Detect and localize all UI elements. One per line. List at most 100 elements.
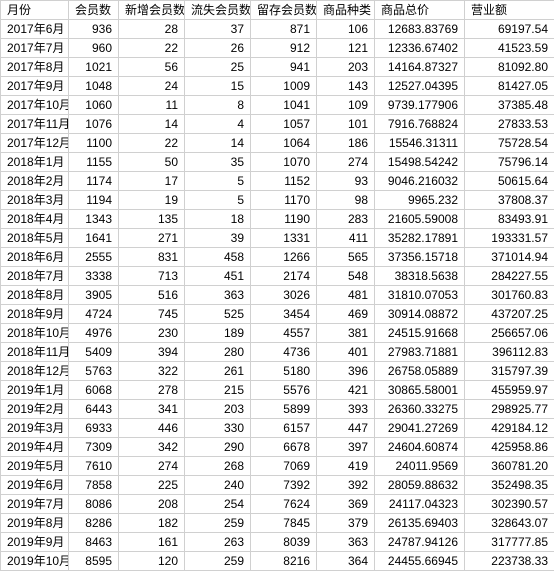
table-cell: 261	[185, 362, 251, 381]
table-cell: 37	[185, 20, 251, 39]
table-row: 2019年7月8086208254762436924117.0432330239…	[1, 495, 554, 514]
table-cell: 2018年8月	[1, 286, 69, 305]
table-cell: 37808.37	[465, 191, 554, 210]
table-cell: 4736	[251, 343, 317, 362]
table-cell: 2018年3月	[1, 191, 69, 210]
table-cell: 259	[185, 514, 251, 533]
table-row: 2019年2月6443341203589939326360.3327529892…	[1, 400, 554, 419]
table-cell: 27983.71881	[375, 343, 465, 362]
table-cell: 37385.48	[465, 96, 554, 115]
col-product-types: 商品种类	[317, 1, 375, 20]
table-cell: 215	[185, 381, 251, 400]
table-cell: 8216	[251, 552, 317, 571]
table-cell: 98	[317, 191, 375, 210]
table-cell: 371014.94	[465, 248, 554, 267]
col-retained-members: 留存会员数	[251, 1, 317, 20]
table-cell: 2018年4月	[1, 210, 69, 229]
table-cell: 2018年2月	[1, 172, 69, 191]
table-cell: 1041	[251, 96, 317, 115]
table-cell: 6068	[69, 381, 119, 400]
table-cell: 56	[119, 58, 185, 77]
table-cell: 2019年4月	[1, 438, 69, 457]
table-cell: 298925.77	[465, 400, 554, 419]
table-cell: 451	[185, 267, 251, 286]
table-row: 2018年8月3905516363302648131810.0705330176…	[1, 286, 554, 305]
table-cell: 1174	[69, 172, 119, 191]
table-cell: 30865.58001	[375, 381, 465, 400]
table-row: 2018年10月4976230189455738124515.916682566…	[1, 324, 554, 343]
table-cell: 1194	[69, 191, 119, 210]
table-cell: 2174	[251, 267, 317, 286]
table-cell: 1190	[251, 210, 317, 229]
table-row: 2018年4月134313518119028321605.5900883493.…	[1, 210, 554, 229]
table-row: 2019年3月6933446330615744729041.2726942918…	[1, 419, 554, 438]
table-cell: 5180	[251, 362, 317, 381]
table-cell: 29041.27269	[375, 419, 465, 438]
table-cell: 1048	[69, 77, 119, 96]
table-cell: 363	[317, 533, 375, 552]
table-cell: 360781.20	[465, 457, 554, 476]
table-cell: 3454	[251, 305, 317, 324]
table-cell: 5576	[251, 381, 317, 400]
table-cell: 208	[119, 495, 185, 514]
table-cell: 5763	[69, 362, 119, 381]
table-cell: 12336.67402	[375, 39, 465, 58]
table-cell: 369	[317, 495, 375, 514]
table-cell: 30914.08872	[375, 305, 465, 324]
table-cell: 1155	[69, 153, 119, 172]
table-cell: 24604.60874	[375, 438, 465, 457]
table-cell: 12527.04395	[375, 77, 465, 96]
table-cell: 2018年1月	[1, 153, 69, 172]
table-cell: 2018年6月	[1, 248, 69, 267]
table-cell: 396112.83	[465, 343, 554, 362]
col-members: 会员数	[69, 1, 119, 20]
table-cell: 2555	[69, 248, 119, 267]
table-cell: 342	[119, 438, 185, 457]
table-cell: 393	[317, 400, 375, 419]
table-row: 2019年10月8595120259821636424455.669452237…	[1, 552, 554, 571]
table-cell: 411	[317, 229, 375, 248]
table-cell: 24011.9569	[375, 457, 465, 476]
table-cell: 280	[185, 343, 251, 362]
table-cell: 1331	[251, 229, 317, 248]
table-cell: 182	[119, 514, 185, 533]
table-cell: 3026	[251, 286, 317, 305]
table-cell: 81092.80	[465, 58, 554, 77]
table-cell: 22	[119, 134, 185, 153]
table-cell: 447	[317, 419, 375, 438]
table-cell: 6157	[251, 419, 317, 438]
table-row: 2018年1月11555035107027415498.5424275796.1…	[1, 153, 554, 172]
table-cell: 290	[185, 438, 251, 457]
table-cell: 2017年10月	[1, 96, 69, 115]
table-cell: 39	[185, 229, 251, 248]
table-cell: 713	[119, 267, 185, 286]
table-row: 2018年5月164127139133141135282.17891193331…	[1, 229, 554, 248]
table-cell: 1641	[69, 229, 119, 248]
table-cell: 2019年10月	[1, 552, 69, 571]
table-cell: 2019年8月	[1, 514, 69, 533]
table-row: 2018年3月11941951170989965.23237808.37	[1, 191, 554, 210]
table-row: 2018年12月5763322261518039626758.058893157…	[1, 362, 554, 381]
table-cell: 9046.216032	[375, 172, 465, 191]
col-lost-members: 流失会员数	[185, 1, 251, 20]
col-month: 月份	[1, 1, 69, 20]
table-cell: 437207.25	[465, 305, 554, 324]
table-cell: 19	[119, 191, 185, 210]
table-cell: 328643.07	[465, 514, 554, 533]
table-cell: 274	[119, 457, 185, 476]
table-cell: 419	[317, 457, 375, 476]
table-cell: 274	[317, 153, 375, 172]
table-cell: 31810.07053	[375, 286, 465, 305]
table-cell: 15	[185, 77, 251, 96]
table-cell: 397	[317, 438, 375, 457]
table-cell: 565	[317, 248, 375, 267]
col-revenue: 营业额	[465, 1, 554, 20]
table-cell: 7392	[251, 476, 317, 495]
table-cell: 2019年9月	[1, 533, 69, 552]
table-row: 2018年11月5409394280473640127983.718813961…	[1, 343, 554, 362]
table-row: 2019年9月8463161263803936324787.9412631777…	[1, 533, 554, 552]
table-cell: 322	[119, 362, 185, 381]
header-row: 月份 会员数 新增会员数 流失会员数 留存会员数 商品种类 商品总价 营业额	[1, 1, 554, 20]
table-cell: 271	[119, 229, 185, 248]
table-cell: 1152	[251, 172, 317, 191]
